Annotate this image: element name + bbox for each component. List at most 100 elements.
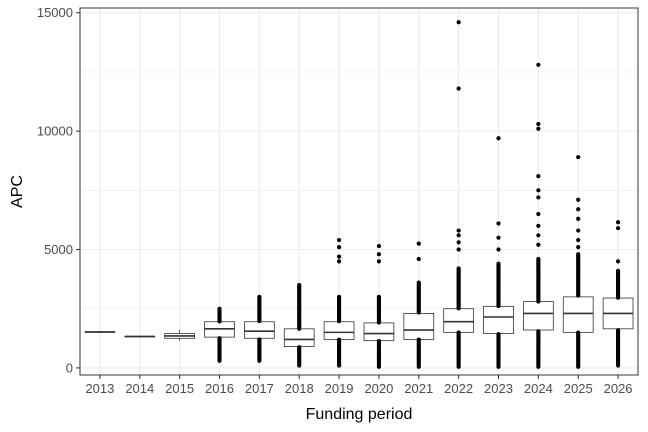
y-axis-title: APC <box>9 175 26 208</box>
data-point <box>496 332 501 337</box>
x-tick-label: 2016 <box>205 381 234 396</box>
outlier-point <box>376 252 382 257</box>
x-tick-label: 2024 <box>524 381 553 396</box>
x-tick-label: 2017 <box>245 381 274 396</box>
outlier-point <box>456 240 461 245</box>
outlier-point <box>576 197 581 202</box>
y-tick-label: 10000 <box>37 124 73 139</box>
outlier-point <box>536 211 541 217</box>
outlier-point <box>576 207 581 212</box>
x-tick-label: 2021 <box>404 381 433 396</box>
box-group <box>84 331 116 333</box>
data-point <box>297 282 302 288</box>
outlier-point <box>336 245 342 250</box>
outlier-point <box>456 247 461 252</box>
outlier-point <box>456 233 461 238</box>
x-tick-label: 2013 <box>85 381 114 396</box>
outlier-point <box>536 195 541 200</box>
data-point <box>456 330 461 335</box>
box <box>363 322 395 342</box>
data-point <box>336 337 342 342</box>
data-point <box>217 306 222 311</box>
outlier-point <box>576 245 581 250</box>
box <box>283 328 315 347</box>
data-point <box>536 329 541 334</box>
outlier-point <box>536 188 541 193</box>
data-point <box>416 337 421 342</box>
x-tick-label: 2025 <box>564 381 593 396</box>
outlier-point <box>536 126 541 131</box>
outlier-point <box>456 228 461 233</box>
outlier-point <box>615 220 621 225</box>
data-point <box>496 261 501 266</box>
y-tick-label: 0 <box>66 360 73 375</box>
outlier-point <box>536 242 541 247</box>
data-point <box>615 328 621 333</box>
data-point <box>536 256 541 262</box>
outlier-point <box>376 259 382 264</box>
outlier-point <box>576 228 581 233</box>
data-point <box>376 338 382 344</box>
box <box>523 301 554 331</box>
outlier-point <box>496 136 501 141</box>
outlier-point <box>536 174 541 179</box>
box <box>403 313 435 340</box>
box-group <box>124 335 156 338</box>
box <box>483 305 514 334</box>
x-tick-label: 2023 <box>484 381 513 396</box>
outlier-point <box>536 223 541 228</box>
outlier-point <box>336 259 342 264</box>
data-point <box>416 280 421 285</box>
box <box>562 296 594 333</box>
outlier-point <box>576 155 581 160</box>
outlier-point <box>336 237 342 243</box>
plot-marks <box>84 20 634 369</box>
data-point <box>576 330 581 335</box>
outlier-point <box>536 121 541 127</box>
minor-gridlines <box>80 71 638 310</box>
outlier-point <box>496 221 501 226</box>
x-tick-label: 2022 <box>444 381 473 396</box>
box <box>323 321 355 340</box>
outlier-point <box>615 259 621 264</box>
outlier-point <box>456 20 461 25</box>
panel-border <box>79 7 639 376</box>
outlier-point <box>416 256 421 262</box>
data-point <box>297 345 302 350</box>
outlier-point <box>376 243 382 249</box>
x-axis-title: Funding period <box>306 406 413 423</box>
data-point <box>456 266 461 271</box>
x-tick-label: 2020 <box>364 381 393 396</box>
x-axis: 2013 2014 2015 2016 2017 2018 2019 2020 2021 2022… <box>85 375 633 396</box>
outlier-point <box>456 86 461 91</box>
outlier-point <box>496 235 501 240</box>
data-point <box>257 294 262 299</box>
outlier-point <box>536 62 541 67</box>
y-tick-label: 15000 <box>37 5 73 20</box>
data-point <box>376 294 382 299</box>
outlier-point <box>615 226 621 231</box>
y-axis: 0 5000 10000 15000 <box>37 5 80 375</box>
x-tick-label: 2026 <box>604 381 633 396</box>
x-tick-label: 2014 <box>125 381 154 396</box>
box-group <box>403 282 435 367</box>
major-gridlines <box>80 8 638 375</box>
outlier-point <box>416 241 421 246</box>
data-point <box>336 294 342 299</box>
data-point <box>615 268 621 273</box>
data-point <box>257 337 262 342</box>
data-point <box>217 336 222 341</box>
x-tick-label: 2019 <box>325 381 354 396</box>
outlier-point <box>576 216 581 221</box>
outlier-point <box>536 233 541 238</box>
data-point <box>576 252 581 257</box>
box <box>443 308 474 333</box>
outlier-point <box>496 247 501 252</box>
box <box>244 321 275 339</box>
x-tick-label: 2018 <box>285 381 314 396</box>
outlier-point <box>576 237 581 243</box>
outlier-point <box>336 254 342 259</box>
y-tick-label: 5000 <box>44 242 73 257</box>
box-group <box>164 330 195 341</box>
